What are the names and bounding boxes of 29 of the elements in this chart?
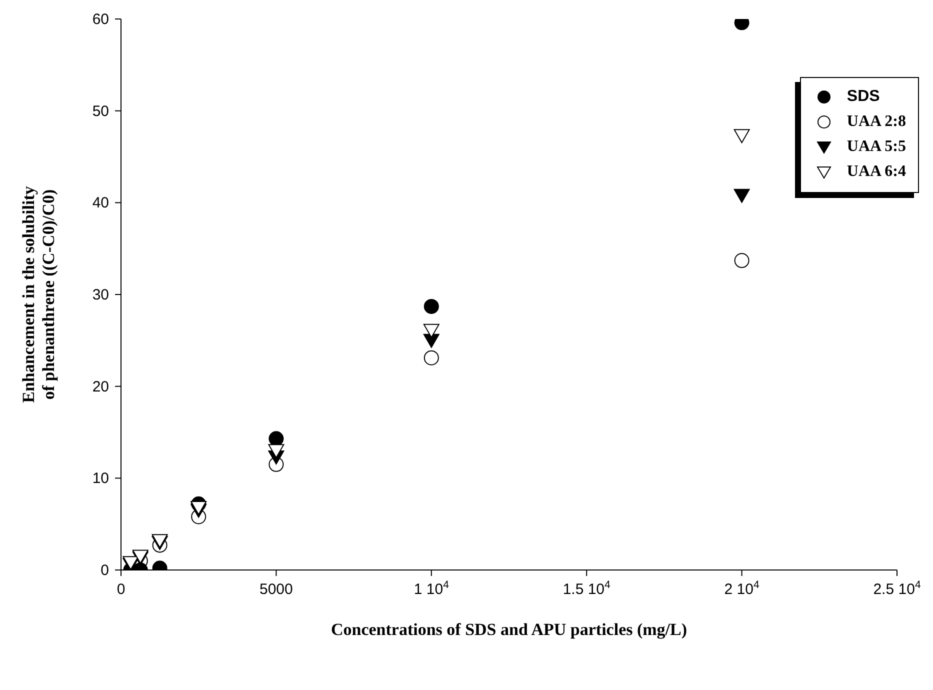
- point: [423, 324, 440, 338]
- x-axis-title: Concentrations of SDS and APU particles (mg/L): [330, 620, 688, 640]
- point: [734, 188, 750, 203]
- point: [190, 501, 207, 516]
- legend-label: UAA 2:8: [846, 112, 906, 130]
- y-tick-label: 30: [92, 286, 109, 304]
- x-tick-label: 1.5 10$^{4}$: [562, 579, 611, 598]
- x-tick-label: 5000: [260, 581, 293, 598]
- x-tick-label: 0: [116, 581, 126, 598]
- legend-label: SDS: [846, 88, 880, 106]
- legend-label: UAA 6:4: [846, 162, 906, 180]
- point: [734, 129, 750, 144]
- y-tick-label: 0: [100, 562, 109, 579]
- y-tick-label: 10: [92, 470, 109, 488]
- y-tick-label: 50: [92, 102, 109, 120]
- y-tick-label: 60: [92, 11, 109, 28]
- point: [268, 431, 284, 446]
- legend-label: UAA 5:5: [846, 138, 906, 156]
- x-tick-label: 2 10$^{4}$: [724, 579, 760, 598]
- point: [268, 444, 284, 458]
- x-tick-label: 2.5 10$^{4}$: [873, 579, 921, 598]
- point: [734, 253, 750, 268]
- point: [424, 350, 439, 366]
- x-tick-label: 1 10$^{4}$: [414, 579, 450, 598]
- point: [424, 298, 439, 314]
- y-tick-label: 40: [92, 194, 109, 212]
- y-tick-label: 20: [92, 378, 109, 396]
- y-axis-title: Enhancement in the solubility of phenanthrene ((C-C0)/C0): [19, 186, 58, 403]
- point: [423, 334, 440, 348]
